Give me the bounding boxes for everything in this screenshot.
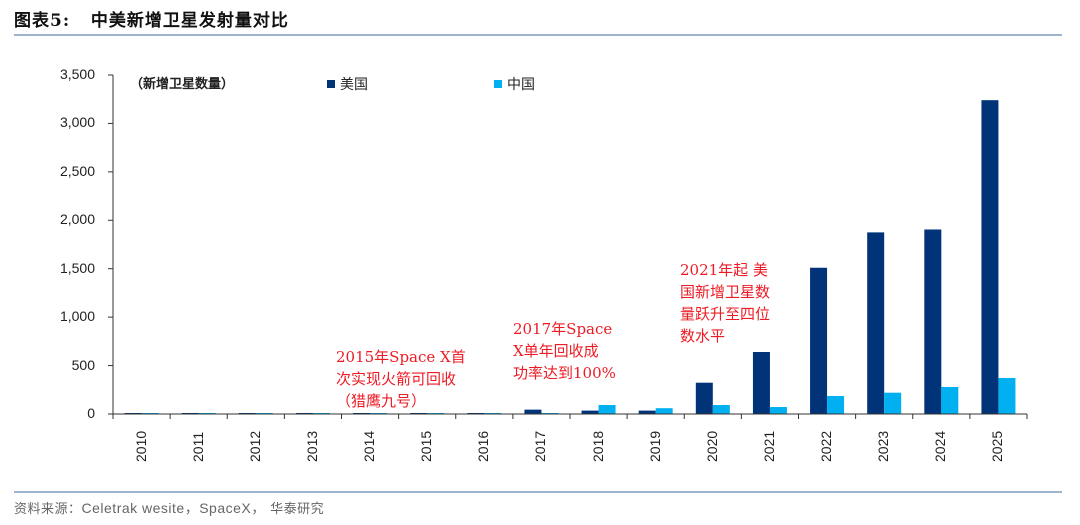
unit-label: （新增卫星数量） <box>130 77 235 92</box>
y-tick-label: 3,500 <box>59 66 95 82</box>
annotation-line: （猎鹰九号） <box>336 392 427 410</box>
x-tick-label: 2012 <box>246 430 263 462</box>
x-tick-label: 2022 <box>818 430 835 462</box>
y-tick-label: 500 <box>71 356 95 373</box>
bar-us-2020 <box>695 382 713 414</box>
annotation-line: 量跃升至四位 <box>680 305 771 323</box>
annotation-line: X单年回收成 <box>513 342 599 360</box>
bar-us-2022 <box>810 267 828 414</box>
y-tick-label: 2,500 <box>59 162 95 179</box>
chart-svg <box>108 74 1028 419</box>
annotation-line: 数水平 <box>680 327 726 345</box>
annotation-line: 2021年起 美 <box>680 261 768 279</box>
legend-item-china: 中国 <box>494 74 535 94</box>
bar-china-2019 <box>655 408 673 414</box>
bar-china-2025 <box>998 377 1016 414</box>
footer-divider <box>14 491 1062 493</box>
source-note: 资料来源：Celetrak wesite，SpaceX， 华泰研究 <box>14 498 324 518</box>
annotation-line: 国新增卫星数 <box>680 283 771 301</box>
x-tick-label: 2013 <box>303 430 320 462</box>
legend-label-us: 美国 <box>340 77 368 93</box>
x-tick-label: 2015 <box>418 430 435 462</box>
x-tick-label: 2016 <box>475 430 492 462</box>
annotation-2015: 2015年Space X首 次实现火箭可回收 （猎鹰九号） <box>336 346 466 412</box>
annotation-line: 2015年Space X首 <box>336 348 466 366</box>
legend-swatch-china <box>494 80 502 88</box>
x-tick-label: 2024 <box>932 430 949 462</box>
annotation-line: 2017年Space <box>513 320 613 338</box>
bar-us-2024 <box>924 229 942 414</box>
bar-china-2024 <box>941 386 959 414</box>
x-tick-label: 2025 <box>989 430 1006 462</box>
y-tick-label: 3,000 <box>59 114 95 131</box>
x-tick-label: 2010 <box>132 430 149 462</box>
figure-label: 图表5: <box>14 11 71 31</box>
annotation-2021: 2021年起 美 国新增卫星数 量跃升至四位 数水平 <box>680 259 770 347</box>
legend-swatch-us <box>327 80 335 88</box>
annotation-line: 次实现火箭可回收 <box>336 370 457 388</box>
figure-title-text: 中美新增卫星发射量对比 <box>90 11 289 31</box>
legend-label-china: 中国 <box>507 77 535 93</box>
bar-china-2021 <box>769 407 787 414</box>
source-list: Celetrak wesite，SpaceX， <box>81 500 266 516</box>
bar-china-2022 <box>827 395 845 414</box>
x-tick-label: 2017 <box>532 430 549 462</box>
source-suffix: 华泰研究 <box>270 502 325 517</box>
bar-us-2017 <box>524 409 542 414</box>
source-prefix: 资料来源： <box>14 502 82 517</box>
x-tick-label: 2020 <box>703 430 720 462</box>
x-tick-label: 2011 <box>189 431 206 462</box>
x-tick-label: 2021 <box>760 430 777 462</box>
bar-us-2023 <box>867 232 885 414</box>
title-divider <box>14 34 1062 36</box>
x-tick-label: 2023 <box>875 430 892 462</box>
bar-china-2023 <box>884 392 902 414</box>
x-tick-label: 2014 <box>361 430 378 462</box>
x-tick-label: 2019 <box>646 430 663 462</box>
bar-china-2018 <box>598 404 616 414</box>
bar-china-2020 <box>712 404 730 414</box>
figure-title: 图表5: 中美新增卫星发射量对比 <box>14 6 289 31</box>
y-tick-label: 2,000 <box>59 211 95 228</box>
y-tick-label: 1,500 <box>59 259 95 276</box>
x-tick-label: 2018 <box>589 430 606 462</box>
bar-us-2021 <box>752 352 770 414</box>
legend-item-us: 美国 <box>327 74 368 94</box>
y-tick-label: 1,000 <box>59 308 95 325</box>
y-tick-label: 0 <box>87 405 95 421</box>
bar-us-2019 <box>638 410 656 414</box>
annotation-2017: 2017年Space X单年回收成 功率达到100% <box>513 318 616 384</box>
annotation-line: 功率达到100% <box>513 364 616 382</box>
bar-us-2025 <box>981 100 999 414</box>
bar-us-2018 <box>581 410 599 414</box>
